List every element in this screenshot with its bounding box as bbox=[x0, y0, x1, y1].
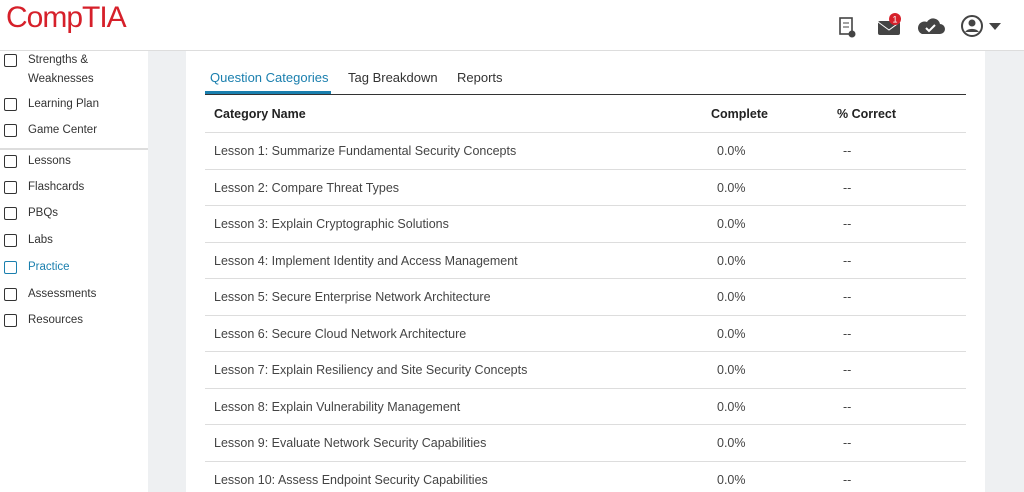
tab-rule bbox=[205, 94, 966, 95]
table-cell: -- bbox=[843, 472, 852, 487]
sidebar-item[interactable]: Strengths & Weaknesses bbox=[28, 54, 94, 85]
sidebar-divider bbox=[0, 148, 148, 150]
table-cell: 0.0% bbox=[717, 180, 746, 195]
sidebar-icon bbox=[4, 234, 17, 247]
tab[interactable]: Tag Breakdown bbox=[348, 70, 438, 85]
logo[interactable]: CompTIA bbox=[6, 1, 127, 34]
table-cell: -- bbox=[843, 399, 852, 414]
row-divider bbox=[205, 278, 966, 279]
sidebar-icon bbox=[4, 98, 17, 111]
sidebar: Strengths & Weaknesses Learning Plan Game … bbox=[0, 51, 148, 492]
table-cell: 0.0% bbox=[717, 217, 746, 231]
table-cell: 0.0% bbox=[717, 253, 746, 268]
table-cell: Lesson 2: Compare Threat Types bbox=[214, 180, 400, 195]
table-cell: 0.0% bbox=[717, 144, 746, 158]
table-cell: Lesson 8: Explain Vulnerability Manageme… bbox=[214, 399, 461, 414]
sidebar-item[interactable]: Game Center bbox=[28, 124, 98, 136]
sidebar-icon bbox=[4, 314, 17, 327]
column-header: Category Name bbox=[214, 107, 306, 121]
row-divider bbox=[205, 351, 966, 352]
table-cell: 0.0% bbox=[717, 436, 746, 450]
account-menu[interactable] bbox=[961, 15, 1001, 37]
table-cell: -- bbox=[843, 144, 852, 158]
column-header: % Correct bbox=[837, 107, 897, 121]
sidebar-icon bbox=[4, 207, 17, 220]
notification-badge: 1 bbox=[892, 15, 897, 25]
table-cell: Lesson 1: Summarize Fundamental Security… bbox=[214, 144, 517, 158]
table-cell: Lesson 4: Implement Identity and Access … bbox=[214, 253, 518, 268]
table-cell: -- bbox=[843, 180, 852, 195]
sidebar-item[interactable]: Assessments bbox=[28, 288, 97, 300]
sidebar-item[interactable]: Practice bbox=[28, 261, 70, 273]
table-cell: 0.0% bbox=[717, 363, 746, 377]
table-cell: Lesson 9: Evaluate Network Security Capa… bbox=[214, 436, 487, 450]
sidebar-item[interactable]: Flashcards bbox=[28, 181, 85, 193]
sidebar-item[interactable]: Learning Plan bbox=[28, 98, 99, 110]
top-bar: CompTIA 1 bbox=[0, 0, 1024, 51]
notes-icon[interactable] bbox=[839, 17, 856, 38]
main-area: Question Categories Tag Breakdown Reports C… bbox=[148, 51, 1024, 492]
table-cell: -- bbox=[843, 436, 852, 450]
tab[interactable]: Reports bbox=[457, 70, 503, 85]
table-cell: 0.0% bbox=[717, 290, 746, 304]
header-icons: 1 bbox=[839, 13, 1001, 38]
table-cell: Lesson 3: Explain Cryptographic Solution… bbox=[214, 217, 449, 231]
table-cell: Lesson 10: Assess Endpoint Security Capa… bbox=[214, 472, 488, 487]
sidebar-icon bbox=[4, 155, 17, 168]
sidebar-icon bbox=[4, 124, 17, 137]
table-cell: -- bbox=[843, 290, 852, 304]
mail-icon[interactable] bbox=[877, 13, 901, 35]
table-cell: Lesson 6: Secure Cloud Network Architect… bbox=[214, 326, 467, 341]
sidebar-item[interactable]: PBQs bbox=[28, 207, 59, 219]
sidebar-item[interactable]: Lessons bbox=[28, 155, 71, 167]
table-cell: -- bbox=[843, 217, 852, 231]
table-cell: -- bbox=[843, 363, 852, 377]
sidebar-icon bbox=[4, 54, 17, 67]
sidebar-icon bbox=[4, 288, 17, 301]
table-cell: Lesson 7: Explain Resiliency and Site Se… bbox=[214, 363, 528, 377]
table-cell: 0.0% bbox=[717, 399, 746, 414]
tab[interactable]: Question Categories bbox=[210, 70, 329, 85]
row-divider bbox=[205, 168, 966, 170]
row-divider bbox=[205, 132, 966, 133]
row-divider bbox=[205, 460, 966, 462]
table-cell: Lesson 5: Secure Enterprise Network Arch… bbox=[214, 290, 491, 304]
row-divider bbox=[205, 241, 966, 243]
table-cell: 0.0% bbox=[717, 472, 746, 487]
row-divider bbox=[205, 314, 966, 316]
table-cell: -- bbox=[843, 253, 852, 268]
row-divider bbox=[205, 424, 966, 425]
row-divider bbox=[205, 205, 966, 206]
sidebar-icon bbox=[4, 261, 17, 274]
row-divider bbox=[205, 387, 966, 389]
tab-underline bbox=[205, 91, 331, 94]
cloud-icon[interactable] bbox=[918, 18, 945, 34]
table-cell: 0.0% bbox=[717, 326, 746, 341]
sidebar-icon bbox=[4, 181, 17, 194]
column-header: Complete bbox=[711, 107, 768, 121]
table-cell: -- bbox=[843, 326, 852, 341]
content-panel: Question Categories Tag Breakdown Reports C… bbox=[186, 51, 985, 492]
sidebar-item[interactable]: Labs bbox=[28, 234, 53, 246]
sidebar-item[interactable]: Resources bbox=[28, 314, 83, 326]
